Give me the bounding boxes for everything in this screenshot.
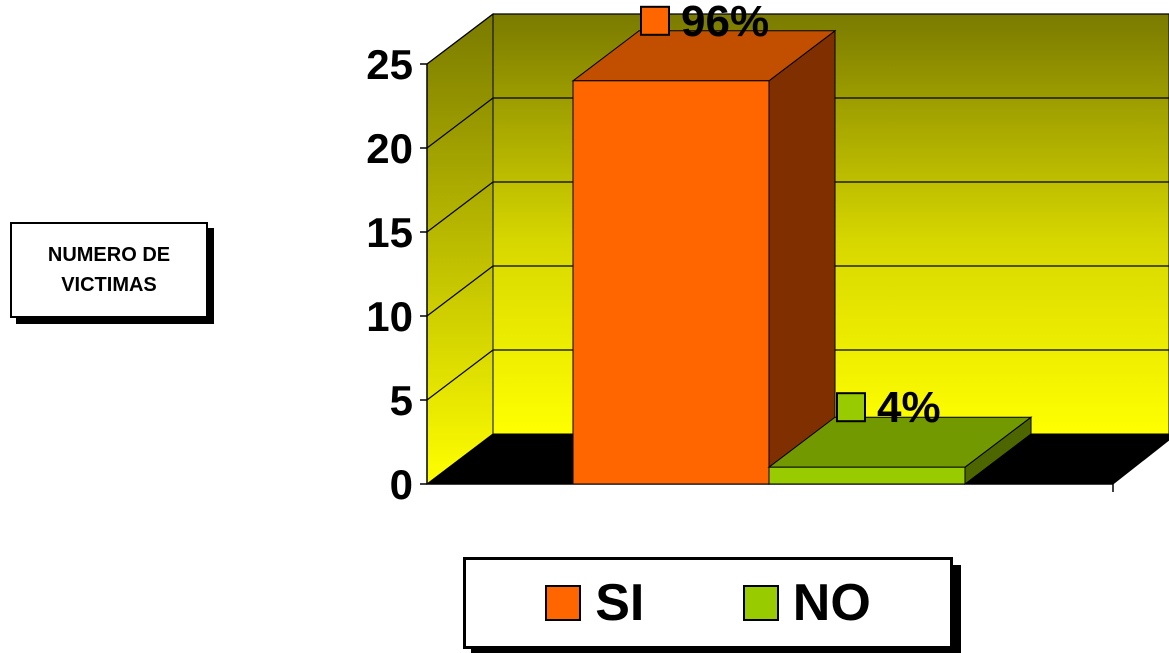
legend-swatch-si <box>545 585 582 621</box>
gridline <box>426 349 1169 401</box>
bar-side <box>768 29 836 486</box>
gridline <box>426 265 1169 317</box>
y-tick-label: 15 <box>366 209 413 256</box>
gridlines <box>426 13 1169 401</box>
bar-no <box>767 416 1033 486</box>
side-wall <box>426 12 494 486</box>
y-tick-label: 0 <box>390 461 413 508</box>
y-tick-labels: 0 5 10 15 20 25 <box>366 41 413 508</box>
gridline <box>426 13 1169 65</box>
bars <box>571 29 1033 486</box>
bar-front <box>768 466 966 485</box>
gridline <box>426 97 1169 149</box>
data-label-swatch <box>836 392 866 423</box>
legend-item-si: SI <box>545 577 644 629</box>
data-labels: 96% 4% <box>640 0 941 432</box>
bar-front <box>572 80 770 485</box>
data-label-no: 4% <box>836 383 941 432</box>
data-label-si: 96% <box>640 0 769 46</box>
y-axis-label-line-1: NUMERO DE <box>47 244 171 266</box>
y-tick-label: 10 <box>366 293 413 340</box>
legend-item-no: NO <box>742 574 871 632</box>
legend-label-si: SI <box>595 574 645 632</box>
legend-label-no: NO <box>792 574 871 632</box>
legend-swatch-no <box>742 585 779 621</box>
y-axis-label: NUMERO DE VICTIMAS <box>10 222 208 318</box>
data-label-text: 96% <box>681 0 769 46</box>
gridline <box>426 181 1169 233</box>
y-tick-label: 5 <box>390 377 413 424</box>
bar-si <box>571 29 837 486</box>
y-tick-label: 20 <box>366 125 413 172</box>
legend: SI NO <box>463 557 953 649</box>
data-label-swatch <box>640 5 670 36</box>
y-axis-label-line-2: VICTIMAS <box>61 274 157 296</box>
data-label-text: 4% <box>877 383 941 432</box>
y-tick-label: 25 <box>366 41 413 88</box>
